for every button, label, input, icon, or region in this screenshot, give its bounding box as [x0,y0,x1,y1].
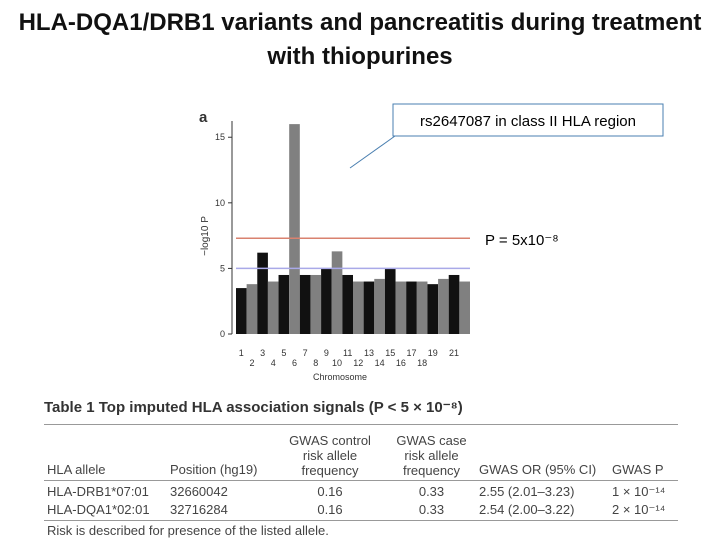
table-header-cell: HLA allele [47,462,106,477]
table-cell: HLA-DQA1*02:01 [47,502,150,517]
x-tick-label: 7 [303,348,308,358]
table-cell: HLA-DRB1*07:01 [47,484,149,499]
callout-line [349,135,396,169]
x-tick-label: 8 [313,358,318,368]
table-footnote: Risk is described for presence of the li… [47,523,329,538]
table-cell: 0.33 [418,502,445,517]
table-rule [44,424,678,425]
table-cell: 0.16 [317,502,343,517]
table-cell: 2.54 (2.00–3.22) [479,502,575,517]
x-axis-label: Chromosome [313,372,367,382]
chromosome-column [342,274,353,334]
chromosome-column [395,281,407,334]
threshold-annotation: P = 5x10⁻⁸ [485,232,559,249]
table-header-cell: GWAS control risk allele frequency [289,433,371,478]
chromosome-column [331,251,343,334]
x-tick-label: 10 [332,358,342,368]
table-rule [44,480,678,481]
y-tick-label: 10 [215,198,225,208]
x-tick-label: 12 [353,358,363,368]
x-tick-label: 21 [449,348,459,358]
chromosome-column [438,278,449,334]
chromosome-column [363,281,375,334]
chromosome-column [299,274,311,334]
chromosome-column [353,281,364,334]
x-tick-label: 13 [364,348,374,358]
table-cell: 32716284 [170,502,228,517]
callout-box [392,103,664,137]
table-cell: 2.55 (2.01–3.23) [479,484,575,499]
x-tick-label: 17 [406,348,416,358]
x-tick-label: 18 [417,358,427,368]
table: Table 1 Top imputed HLA association sign… [44,398,678,538]
panel-label: a [199,109,208,126]
x-tick-label: 14 [375,358,385,368]
table-cell: 0.33 [418,484,445,499]
table-cell: 2 × 10⁻¹⁴ [612,502,666,517]
table-cell: 32660042 [170,484,228,499]
slide-title: HLA-DQA1/DRB1 variants and pancreatitis … [18,9,702,70]
manhattan-plot: a −log10 P Chromosome rs2647087 in class… [199,103,664,382]
table-title: Table 1 Top imputed HLA association sign… [44,399,463,416]
chromosome-column [406,281,417,334]
chromosome-column [257,252,268,334]
callout-text: rs2647087 in class II HLA region [420,113,636,130]
table-cell: 0.16 [317,484,343,499]
x-tick-label: 11 [343,348,352,358]
chromosome-column [278,274,290,334]
chromosome-column [374,278,385,334]
chromosome-column [289,124,300,334]
y-axis-label: −log10 P [200,216,211,256]
y-tick-label: 5 [220,263,225,273]
y-tick-label: 0 [220,329,225,339]
x-tick-label: 1 [239,348,244,358]
chromosome-column [310,274,322,334]
x-tick-label: 9 [324,348,329,358]
chromosome-column [236,288,247,334]
table-header-cell: Position (hg19) [170,462,258,477]
chromosome-column [416,281,428,334]
chromosome-column [267,281,279,334]
table-header-cell: GWAS case risk allele frequency [396,433,467,478]
chromosome-column [246,284,258,334]
x-tick-label: 15 [385,348,395,358]
x-tick-label: 5 [281,348,286,358]
chromosome-column [427,284,439,334]
y-tick-label: 15 [215,132,225,142]
x-tick-label: 19 [428,348,438,358]
x-tick-label: 2 [249,358,254,368]
chromosome-column [448,274,460,334]
table-header-cell: GWAS OR (95% CI) [479,462,597,477]
chromosome-column [384,268,396,334]
table-header-cell: GWAS P [612,462,664,477]
chromosome-column [321,268,332,334]
x-tick-label: 16 [396,358,406,368]
x-tick-label: 6 [292,358,297,368]
x-tick-label: 4 [271,358,276,368]
x-tick-label: 3 [260,348,265,358]
table-rule [44,520,678,521]
table-cell: 1 × 10⁻¹⁴ [612,484,666,499]
chromosome-column [459,281,470,334]
